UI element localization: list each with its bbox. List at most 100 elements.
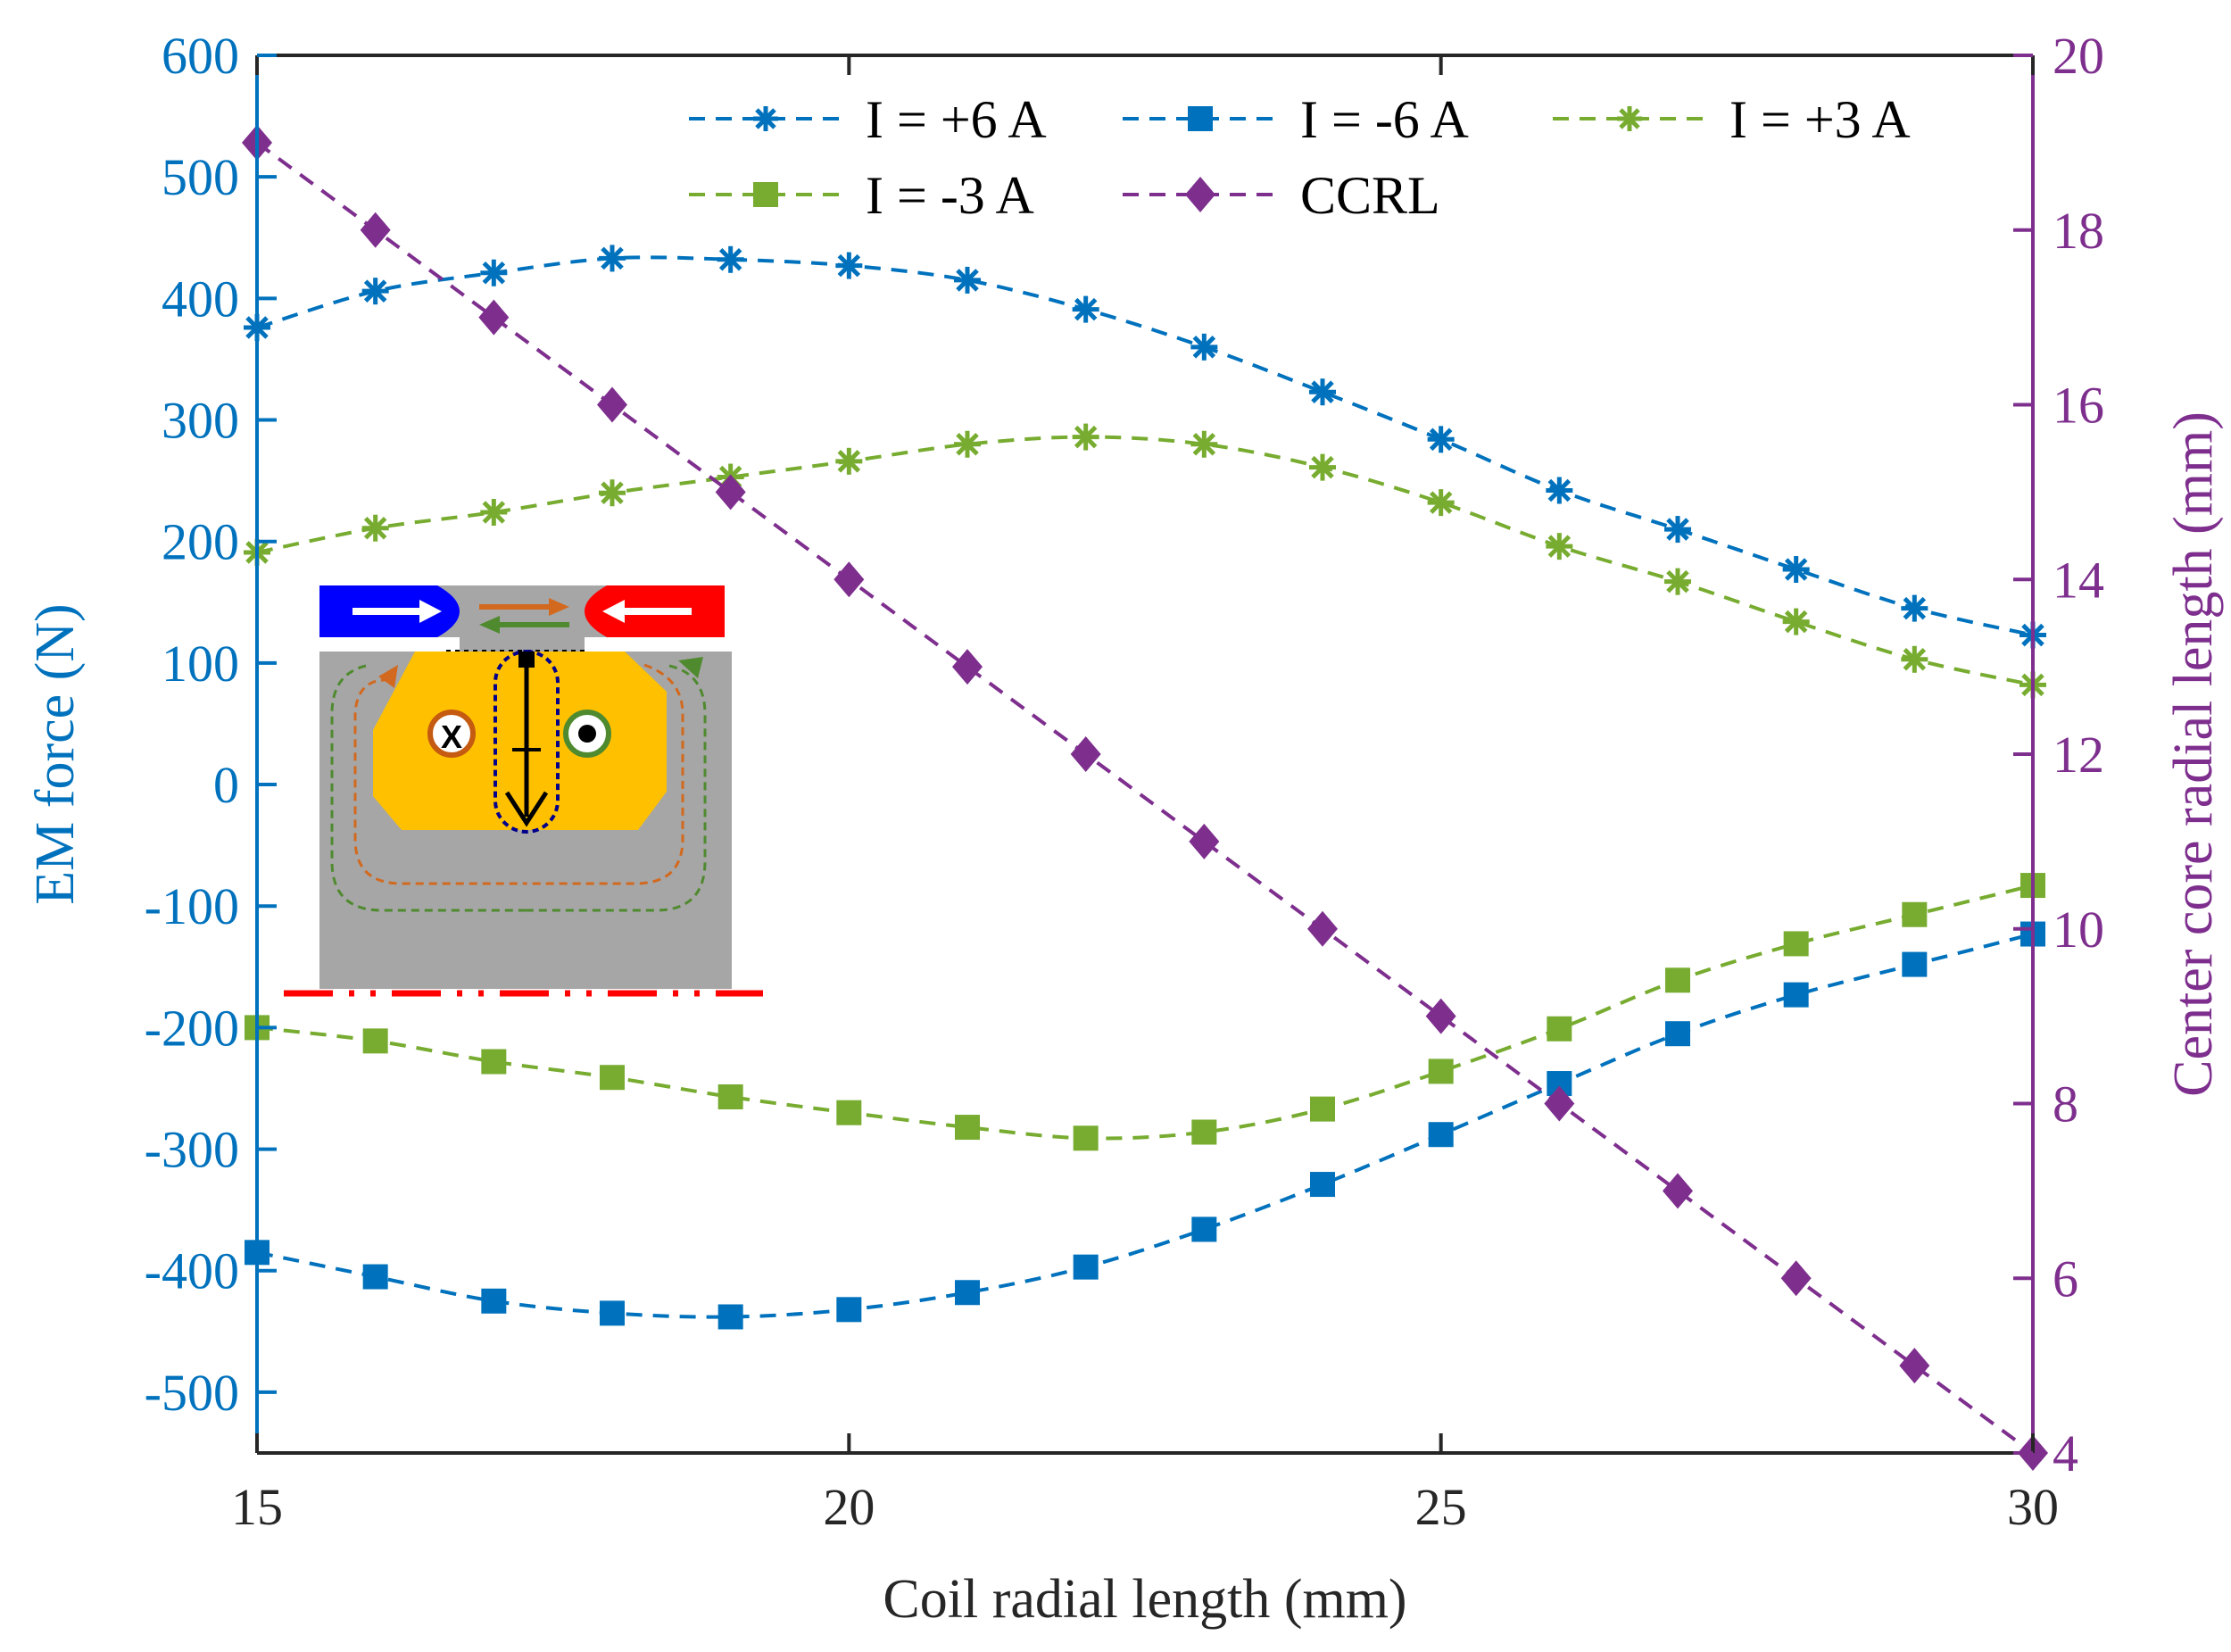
legend: I = +6 A I = -6 A I = +3 A I = -3 A CCRL [689,90,1911,225]
y-tick-label-right: 8 [2053,1075,2078,1133]
series-line-ccrl [255,141,2035,1455]
inset-flux-loop-outer-left [330,664,527,912]
y-tick-label-left: 500 [162,148,239,206]
inset-flux-arrow-right-icon [479,598,569,616]
series-line-plus6 [256,255,2034,637]
legend-label-minus3: I = -3 A [866,166,1034,225]
series-minus6 [245,921,2045,1330]
data-point-minus6 [955,1280,980,1306]
data-point-minus6 [1428,1122,1454,1148]
series-line-minus3 [256,884,2034,1141]
inset-magnet-left-arrow-icon [352,600,442,623]
y-tick-label-left: 600 [162,27,239,85]
y-tick-label-left: -300 [145,1121,239,1179]
data-point-ccrl [715,474,746,511]
data-point-minus6 [1783,982,1809,1008]
data-point-minus6 [717,1304,743,1330]
ticks-layer: 15 20 25 30 600 500 400 300 200 100 0 -100 -200 -300 -… [145,27,2104,1536]
data-point-plus3 [1782,608,1810,635]
data-point-plus3 [361,514,389,542]
legend-marker-minus3-icon [753,182,778,207]
legend-entry-minus3: I = -3 A [689,166,1034,225]
data-point-minus3 [481,1049,507,1075]
inset-winding-into-page [427,710,476,758]
data-point-minus3 [1665,967,1690,993]
data-point-plus6 [1309,378,1336,406]
series-line-plus3 [256,435,2034,687]
y-axis-label-right: Center core radial length (mm) [2163,411,2224,1097]
data-point-ccrl [952,649,983,685]
data-point-ccrl [1899,1348,1930,1384]
legend-label-minus6: I = -6 A [1300,90,1469,149]
data-point-minus6 [1665,1021,1690,1047]
inset-schematic: X [284,585,763,997]
data-point-ccrl [1189,823,1220,859]
y-tick-label-right: 10 [2053,901,2104,959]
legend-marker-plus3-icon [1617,106,1642,131]
data-point-minus6 [362,1264,388,1290]
inset-magnet-right-arrow-icon [602,600,692,623]
data-point-minus3 [955,1115,980,1141]
data-point-ccrl [834,561,865,598]
series-ccrl [242,124,2048,1471]
data-point-minus6 [600,1300,625,1326]
data-point-plus3 [954,430,981,458]
data-point-plus6 [361,278,389,305]
inset-magnet-right-notch [585,585,607,637]
series-minus3 [245,873,2045,1151]
inset-flux-loop-inner-right [527,663,684,885]
data-point-minus3 [1428,1058,1454,1084]
data-point-minus6 [1073,1254,1099,1280]
data-point-plus6 [1546,477,1573,504]
y-tick-label-right: 4 [2053,1424,2078,1482]
data-point-plus6 [1427,426,1455,453]
inset-flux-loop-outer-right [527,664,707,912]
inset-flux-loop-inner-left [353,678,527,885]
data-point-minus3 [836,1100,862,1125]
inset-winding-into-page-label: X [441,718,462,755]
series-plus3 [244,423,2046,699]
data-point-minus3 [1783,931,1809,957]
data-point-ccrl [597,386,627,423]
inset-coil [373,652,667,830]
data-point-plus3 [1664,568,1691,595]
x-tick-label: 30 [2007,1478,2059,1536]
data-point-minus3 [362,1028,388,1054]
y-tick-label-left: 200 [162,513,239,571]
data-point-plus6 [954,266,981,294]
inset-flux-arrowhead-inner-left-icon [378,665,398,688]
data-point-minus3 [717,1084,743,1110]
x-tick-label: 25 [1415,1478,1467,1536]
data-point-minus6 [1310,1172,1335,1198]
data-point-plus3 [480,499,508,527]
legend-entry-plus3: I = +3 A [1553,90,1911,149]
legend-marker-ccrl-icon [1185,177,1215,212]
data-point-plus6 [717,245,744,273]
y-tick-label-left: -500 [145,1364,239,1422]
data-point-minus3 [1902,901,1928,927]
x-tick-label: 20 [823,1478,875,1536]
x-tick-label: 15 [231,1478,283,1536]
data-point-minus3 [1073,1125,1099,1151]
y-tick-label-left: -200 [145,999,239,1057]
data-point-plus6 [1782,556,1810,584]
data-point-minus6 [481,1288,507,1314]
data-point-plus3 [835,447,863,475]
data-point-plus3 [1546,533,1573,560]
data-point-minus3 [1547,1016,1572,1042]
y-tick-label-right: 12 [2053,726,2104,784]
y-tick-label-right: 14 [2053,551,2104,609]
data-point-ccrl [1307,910,1338,947]
data-point-plus3 [1072,423,1099,451]
y-tick-label-left: -100 [145,877,239,935]
inset-force-origin [518,652,535,668]
data-point-ccrl [1425,998,1456,1034]
data-point-ccrl [1780,1260,1812,1297]
inset-winding-out-of-page-dot [578,725,596,743]
data-point-minus6 [1902,951,1928,977]
legend-label-plus3: I = +3 A [1729,90,1911,149]
data-point-plus3 [1309,453,1336,481]
legend-label-plus6: I = +6 A [866,90,1047,149]
y-tick-label-left: 400 [162,270,239,328]
